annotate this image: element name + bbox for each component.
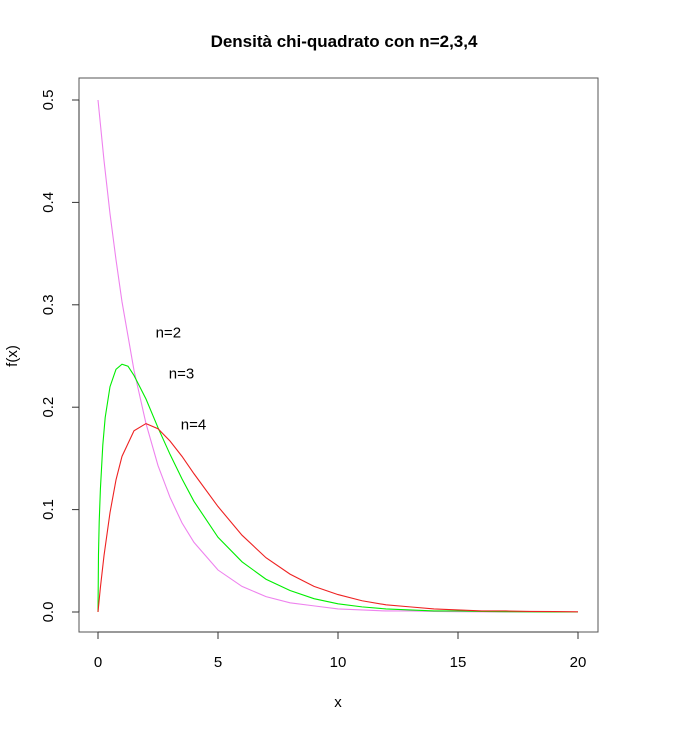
- annotation-layer: n=2 n=3 n=4: [156, 325, 207, 434]
- x-axis: 0 5 10 15 20: [94, 631, 587, 671]
- x-tick-label: 10: [330, 654, 347, 671]
- y-tick-label: 0.2: [40, 397, 57, 418]
- x-tick-label: 0: [94, 654, 102, 671]
- y-tick-label: 0.3: [40, 294, 57, 315]
- series-line-3: [97, 422, 579, 613]
- series-layer: [97, 99, 579, 613]
- x-axis-label: x: [334, 694, 342, 711]
- chart-title: Densità chi-quadrato con n=2,3,4: [211, 32, 478, 51]
- y-axis-label: f(x): [4, 345, 21, 367]
- y-tick-label: 0.4: [40, 192, 57, 213]
- y-tick-label: 0.5: [40, 90, 57, 111]
- annotation-label: n=3: [169, 366, 194, 383]
- series-line-2: [97, 363, 579, 613]
- series-line-1: [97, 99, 578, 613]
- annotation-label: n=4: [181, 417, 206, 434]
- x-tick-label: 15: [450, 654, 467, 671]
- plot-frame: [78, 77, 599, 633]
- x-tick-label: 20: [570, 654, 587, 671]
- x-tick-label: 5: [214, 654, 222, 671]
- annotation-label: n=2: [156, 325, 181, 342]
- y-tick-label: 0.1: [40, 499, 57, 520]
- y-tick-label: 0.0: [40, 602, 57, 623]
- y-axis: 0.0 0.1 0.2 0.3 0.4 0.5: [40, 90, 80, 623]
